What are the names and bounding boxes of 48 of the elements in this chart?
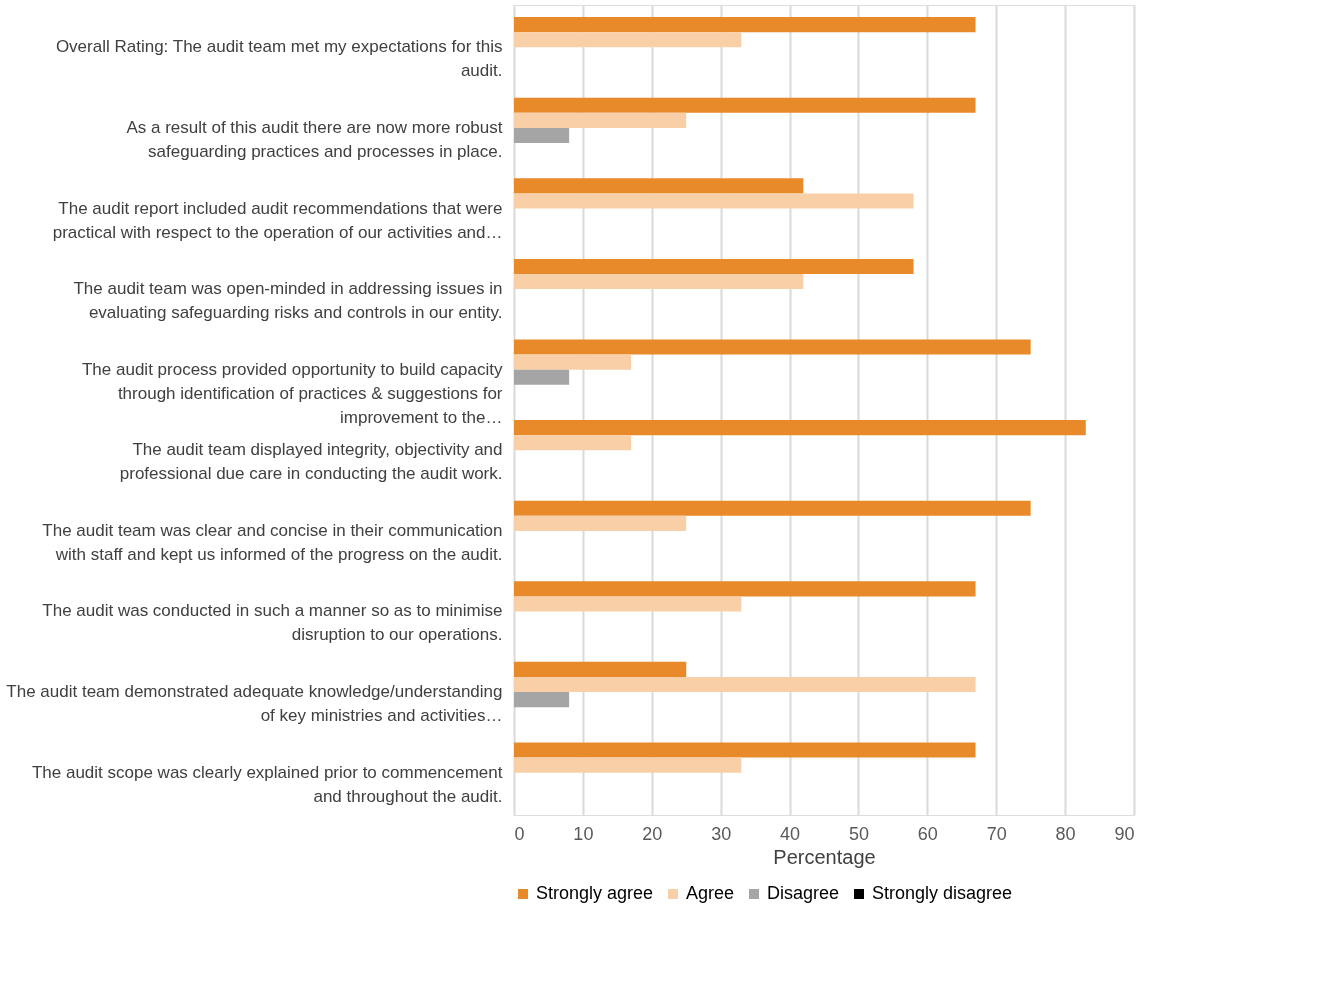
- bar: [514, 692, 570, 708]
- bar: [514, 127, 570, 144]
- y-tick-label: The audit team demonstrated adequate knowledge/understanding of key ministries and activities…: [6, 682, 503, 726]
- x-tick-label: 40: [780, 823, 801, 844]
- x-tick-label: 0: [514, 823, 525, 844]
- bar: [514, 435, 632, 451]
- y-tick-label: Overall Rating: The audit team met my expectations for this audit.: [55, 37, 503, 81]
- x-axis-title: Percentage: [773, 845, 876, 868]
- bar: [514, 178, 804, 194]
- bar: [514, 32, 742, 48]
- bar: [514, 193, 914, 209]
- bar: [514, 97, 976, 113]
- bar: [514, 661, 687, 677]
- y-tick-label: The audit team displayed integrity, objectivity and professional due care in conducting the audit work.: [119, 440, 503, 484]
- bar: [514, 581, 976, 597]
- x-tick-label: 30: [711, 823, 732, 844]
- legend-label: Agree: [686, 883, 735, 903]
- x-tick-label: 60: [917, 823, 938, 844]
- y-tick-label: The audit was conducted in such a manner so as to minimise disruption to our operations.: [42, 601, 503, 645]
- x-tick-label: 50: [848, 823, 869, 844]
- y-tick-label: The audit process provided opportunity to build capacity through identification of practices & suggestions for improvement to the…: [81, 359, 503, 427]
- y-tick-label: The audit report included audit recommendations that were practical with respect to the operation of our activities and…: [52, 198, 503, 242]
- bar: [514, 596, 742, 612]
- x-tick-label: 80: [1055, 823, 1076, 844]
- bar: [514, 17, 976, 33]
- bar: [514, 354, 632, 370]
- legend-label: Strongly disagree: [872, 883, 1013, 903]
- y-tick-label: The audit scope was clearly explained prior to commencement and throughout the audit.: [31, 762, 503, 806]
- x-tick-label: 20: [642, 823, 663, 844]
- bar: [514, 757, 742, 773]
- bar: [514, 369, 570, 385]
- bar: [514, 273, 804, 290]
- x-tick-label: 10: [573, 823, 594, 844]
- y-tick-label: As a result of this audit there are now more robust safeguarding practices and processes in place.: [126, 117, 503, 161]
- bar: [514, 676, 976, 693]
- x-tick-label: 70: [986, 823, 1007, 844]
- bar: [514, 742, 976, 758]
- legend-label: Disagree: [767, 883, 840, 903]
- y-tick-label: The audit team was clear and concise in their communication with staff and kept us informed of the progress on the audit.: [42, 520, 503, 564]
- legend-label: Strongly agree: [536, 883, 654, 903]
- bar: [514, 500, 1031, 516]
- bar: [514, 515, 687, 531]
- y-tick-label: The audit team was open-minded in addressing issues in evaluating safeguarding risks and controls in our entity.: [73, 279, 503, 323]
- bar: [514, 112, 687, 128]
- x-tick-label: 90: [1114, 823, 1135, 844]
- bar: [514, 339, 1031, 355]
- bar: [514, 258, 914, 274]
- bar: [514, 420, 1086, 436]
